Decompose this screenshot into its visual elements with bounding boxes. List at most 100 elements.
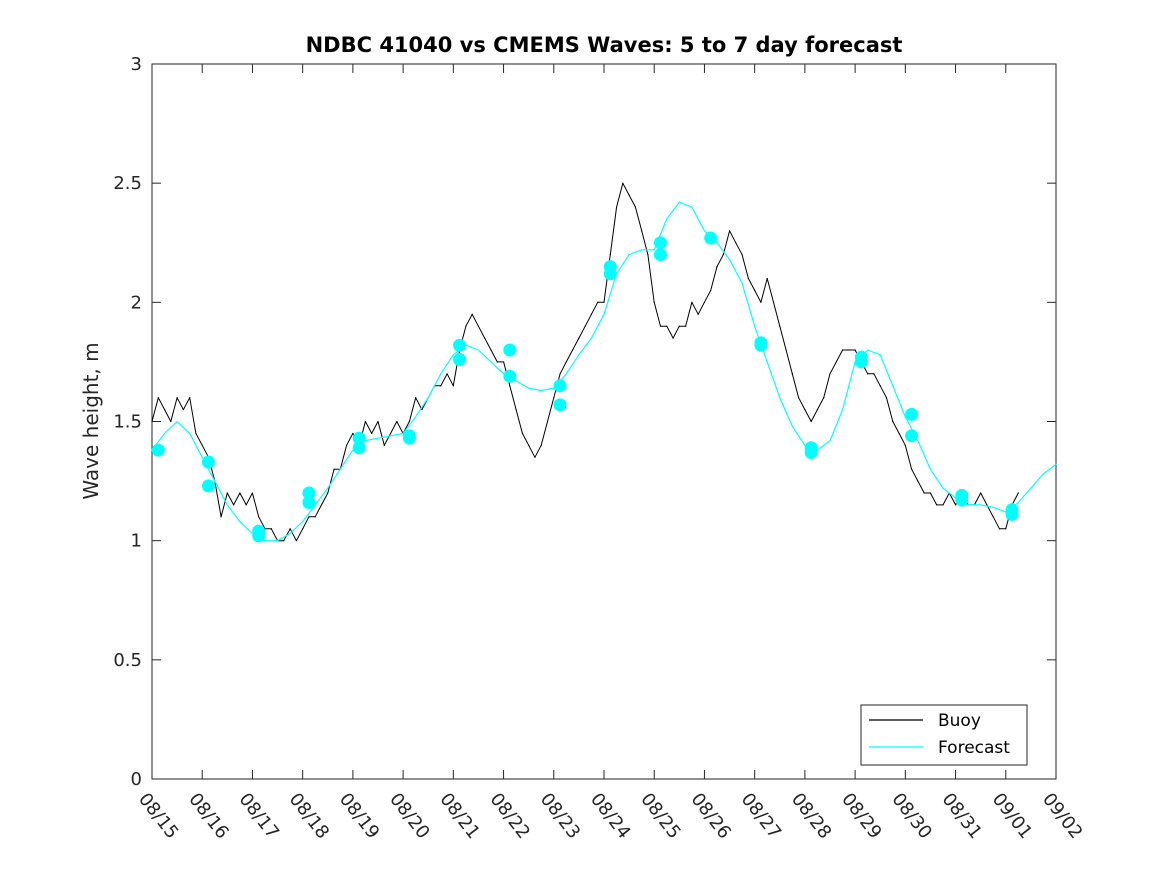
- data-point-buoy: [578, 337, 580, 339]
- x-tick-label: 08/21: [435, 789, 483, 843]
- data-point-forecast: [201, 456, 203, 458]
- data-point-buoy: [572, 349, 574, 351]
- x-tick-label: 08/31: [938, 789, 986, 843]
- data-point-buoy: [754, 289, 756, 292]
- forecast-marker: [202, 455, 215, 469]
- forecast-marker: [252, 529, 266, 543]
- data-point-buoy: [760, 301, 762, 303]
- forecast-marker: [905, 429, 919, 443]
- data-point-forecast: [653, 249, 655, 251]
- data-point-forecast: [452, 354, 454, 356]
- legend-label-buoy: Buoy: [938, 711, 981, 731]
- data-point-buoy: [440, 385, 442, 387]
- x-tick-label: 08/24: [586, 789, 634, 843]
- data-point-forecast: [829, 439, 831, 442]
- data-point-forecast: [666, 218, 668, 220]
- forecast-marker: [905, 407, 919, 421]
- data-point-buoy: [195, 432, 197, 435]
- data-point-forecast: [841, 408, 844, 411]
- data-point-forecast: [214, 480, 216, 482]
- data-point-buoy: [735, 242, 737, 244]
- data-point-forecast: [929, 468, 932, 470]
- x-tick-label: 08/15: [134, 789, 182, 843]
- y-tick-label: 0: [131, 769, 142, 790]
- data-point-buoy: [308, 516, 310, 518]
- data-point-buoy: [603, 301, 605, 303]
- data-point-buoy: [954, 504, 957, 506]
- data-point-forecast: [892, 385, 894, 387]
- data-point-buoy: [540, 444, 542, 446]
- data-point-buoy: [452, 385, 454, 387]
- data-point-buoy: [346, 444, 348, 446]
- data-point-buoy: [678, 325, 680, 327]
- legend-label-forecast: Forecast: [938, 738, 1010, 758]
- x-tick-label: 08/26: [687, 789, 735, 843]
- data-point-buoy: [182, 408, 184, 411]
- data-point-forecast: [603, 313, 605, 315]
- data-point-buoy: [929, 492, 932, 494]
- data-point-forecast: [302, 521, 304, 523]
- data-point-buoy: [496, 361, 498, 363]
- forecast-marker: [804, 445, 818, 459]
- data-point-buoy: [885, 397, 888, 399]
- data-point-forecast: [728, 258, 731, 261]
- data-point-buoy: [835, 361, 837, 363]
- forecast-marker: [754, 338, 768, 352]
- data-point-forecast: [917, 439, 919, 442]
- data-point-forecast: [226, 504, 228, 506]
- data-point-buoy: [389, 432, 392, 435]
- data-point-buoy: [553, 397, 555, 399]
- data-point-buoy: [672, 337, 674, 339]
- data-point-forecast: [1017, 501, 1019, 504]
- forecast-marker: [854, 355, 868, 369]
- data-point-buoy: [170, 420, 172, 423]
- data-point-forecast: [264, 540, 266, 542]
- forecast-marker: [553, 379, 567, 393]
- x-tick-label: 08/23: [536, 789, 584, 843]
- data-point-buoy: [239, 492, 241, 494]
- data-point-forecast: [1055, 463, 1057, 465]
- data-point-forecast: [578, 354, 580, 356]
- data-point-buoy: [703, 301, 706, 303]
- data-point-buoy: [848, 349, 850, 351]
- data-point-buoy: [201, 444, 203, 446]
- data-point-buoy: [502, 361, 505, 363]
- data-point-forecast: [276, 540, 279, 542]
- data-point-buoy: [352, 432, 354, 435]
- data-point-buoy: [791, 373, 793, 375]
- data-point-buoy: [233, 504, 235, 506]
- forecast-marker: [151, 443, 165, 457]
- data-point-buoy: [615, 206, 618, 208]
- forecast-marker: [402, 431, 416, 445]
- data-point-buoy: [251, 492, 254, 494]
- x-tick-label: 08/17: [235, 789, 283, 843]
- data-point-buoy: [377, 420, 379, 423]
- y-tick-label: 1: [131, 531, 142, 552]
- data-point-forecast: [289, 532, 291, 535]
- forecast-marker: [302, 486, 316, 500]
- plot-frame: [151, 63, 1057, 780]
- data-point-buoy: [546, 420, 549, 423]
- data-point-buoy: [258, 516, 260, 518]
- data-point-buoy: [992, 516, 994, 518]
- data-point-buoy: [314, 516, 316, 518]
- x-tick-label: 08/22: [486, 789, 534, 843]
- data-point-forecast: [942, 487, 944, 489]
- data-point-buoy: [189, 397, 191, 399]
- data-point-buoy: [810, 420, 812, 423]
- data-point-buoy: [584, 325, 586, 327]
- data-point-buoy: [151, 420, 153, 423]
- x-tick-label: 08/29: [837, 789, 885, 843]
- data-point-forecast: [415, 416, 417, 418]
- chart-title: NDBC 41040 vs CMEMS Waves: 5 to 7 day fo…: [306, 33, 903, 57]
- data-point-buoy: [534, 456, 536, 458]
- data-point-buoy: [816, 408, 819, 411]
- data-point-forecast: [327, 487, 329, 489]
- data-point-forecast: [189, 432, 191, 435]
- data-point-buoy: [685, 325, 687, 327]
- data-point-buoy: [873, 373, 875, 375]
- data-point-buoy: [446, 373, 448, 375]
- forecast-marker: [352, 431, 366, 445]
